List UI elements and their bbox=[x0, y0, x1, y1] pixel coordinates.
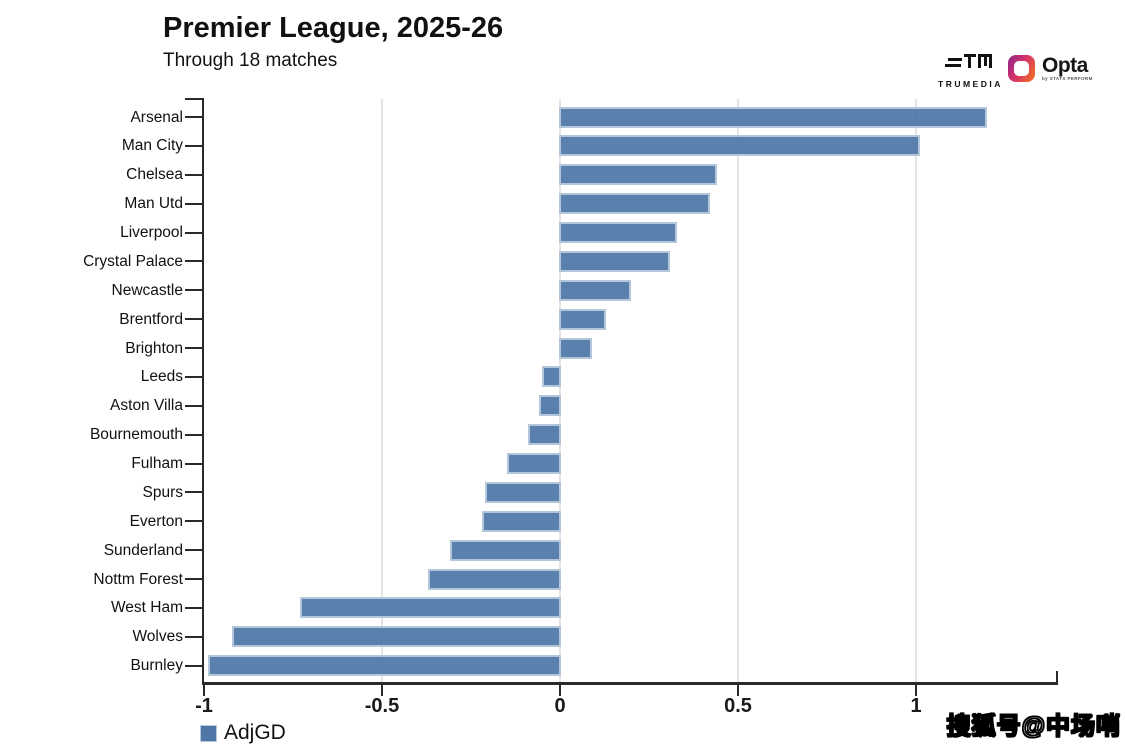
ytick-bournemouth bbox=[185, 433, 203, 436]
ytick-aston-villa bbox=[185, 404, 203, 407]
team-label-aston-villa: Aston Villa bbox=[110, 397, 183, 415]
bar-newcastle bbox=[559, 279, 632, 301]
team-label-west-ham: West Ham bbox=[110, 599, 183, 617]
ytick-everton bbox=[185, 520, 203, 523]
bar-bournemouth bbox=[527, 424, 561, 446]
chart-title: Premier League, 2025-26 bbox=[163, 12, 504, 44]
trumedia-logo-icon bbox=[945, 54, 992, 68]
ytick-brighton bbox=[185, 347, 203, 350]
bar-brighton bbox=[559, 337, 593, 359]
team-label-fulham: Fulham bbox=[131, 455, 183, 473]
ytick-chelsea bbox=[185, 173, 203, 176]
bar-chelsea bbox=[559, 164, 717, 186]
bar-wolves bbox=[232, 626, 561, 648]
xtick-label--1: -1 bbox=[195, 695, 213, 717]
xtick-label-0.5: 0.5 bbox=[724, 695, 752, 717]
legend-color-swatch bbox=[200, 724, 217, 742]
opta-tagline: by STATS PERFORM bbox=[1042, 76, 1093, 82]
bar-liverpool bbox=[559, 222, 678, 244]
bar-aston-villa bbox=[538, 395, 561, 417]
bar-west-ham bbox=[300, 597, 561, 619]
team-label-man-utd: Man Utd bbox=[124, 195, 183, 213]
bar-nottm-forest bbox=[428, 568, 561, 590]
xtick-0.5 bbox=[737, 684, 739, 696]
xtick-1 bbox=[915, 684, 917, 696]
bar-crystal-palace bbox=[559, 250, 671, 272]
xtick-label-1: 1 bbox=[910, 695, 922, 717]
ytick-sunderland bbox=[185, 549, 203, 552]
ytick-leeds bbox=[185, 375, 203, 378]
team-label-leeds: Leeds bbox=[140, 368, 183, 386]
team-label-man-city: Man City bbox=[121, 137, 183, 155]
bar-everton bbox=[481, 510, 561, 532]
ytick-arsenal bbox=[185, 116, 203, 118]
trumedia-logo: TRUMEDIA bbox=[938, 52, 1000, 89]
xtick-label-0: 0 bbox=[554, 695, 566, 717]
ytick-nottm-forest bbox=[185, 578, 203, 581]
xtick--0.5 bbox=[381, 684, 383, 696]
team-label-newcastle: Newcastle bbox=[111, 281, 184, 299]
bar-man-utd bbox=[559, 193, 710, 215]
bar-sunderland bbox=[449, 539, 561, 561]
x-axis-line bbox=[202, 682, 1058, 685]
team-label-bournemouth: Bournemouth bbox=[89, 426, 183, 444]
bar-spurs bbox=[485, 481, 561, 503]
gridline-x--0.5 bbox=[381, 99, 383, 683]
opta-logo-icon bbox=[1008, 55, 1035, 82]
ytick-newcastle bbox=[185, 289, 203, 292]
team-label-burnley: Burnley bbox=[130, 657, 183, 675]
ytick-man-utd bbox=[185, 202, 203, 205]
gridline-x-0 bbox=[559, 99, 561, 683]
chart-legend: AdjGD bbox=[200, 721, 286, 745]
ytick-man-city bbox=[185, 144, 203, 147]
bar-burnley bbox=[207, 655, 561, 677]
legend-series-label: AdjGD bbox=[224, 721, 286, 744]
team-label-liverpool: Liverpool bbox=[120, 224, 183, 242]
team-label-nottm-forest: Nottm Forest bbox=[93, 570, 183, 588]
ytick-fulham bbox=[185, 462, 203, 465]
team-label-arsenal: Arsenal bbox=[130, 108, 183, 126]
ytick-brentford bbox=[185, 318, 203, 321]
team-label-everton: Everton bbox=[129, 512, 183, 530]
team-label-chelsea: Chelsea bbox=[126, 166, 183, 184]
bar-leeds bbox=[542, 366, 561, 388]
xtick--1 bbox=[203, 684, 205, 696]
x-axis-right-cap bbox=[1056, 671, 1058, 683]
xtick-0 bbox=[559, 684, 561, 696]
y-axis-top-cap bbox=[185, 98, 203, 100]
team-label-sunderland: Sunderland bbox=[103, 541, 183, 559]
bar-fulham bbox=[506, 453, 561, 475]
team-label-spurs: Spurs bbox=[142, 483, 184, 501]
team-label-wolves: Wolves bbox=[132, 628, 183, 646]
ytick-west-ham bbox=[185, 606, 203, 609]
trumedia-wordmark: TRUMEDIA bbox=[938, 79, 1003, 89]
bar-arsenal bbox=[559, 106, 988, 128]
gridline-x-0.5 bbox=[737, 99, 739, 683]
ytick-burnley bbox=[185, 664, 203, 667]
xtick-label--0.5: -0.5 bbox=[364, 695, 400, 717]
team-label-brighton: Brighton bbox=[125, 339, 183, 357]
opta-wordmark: Opta bbox=[1042, 54, 1088, 78]
watermark-text: 搜狐号@中场哨 bbox=[946, 712, 1121, 740]
opta-logo: Opta by STATS PERFORM bbox=[1008, 55, 1093, 82]
chart-subtitle: Through 18 matches bbox=[163, 50, 338, 71]
bar-man-city bbox=[559, 135, 920, 157]
team-label-crystal-palace: Crystal Palace bbox=[83, 252, 183, 270]
gridline-x-1 bbox=[915, 99, 917, 683]
ytick-crystal-palace bbox=[185, 260, 203, 263]
bar-brentford bbox=[559, 308, 607, 330]
ytick-liverpool bbox=[185, 231, 203, 234]
team-label-brentford: Brentford bbox=[119, 310, 183, 328]
y-axis-line bbox=[202, 98, 204, 684]
ytick-spurs bbox=[185, 491, 203, 494]
ytick-wolves bbox=[185, 635, 203, 638]
